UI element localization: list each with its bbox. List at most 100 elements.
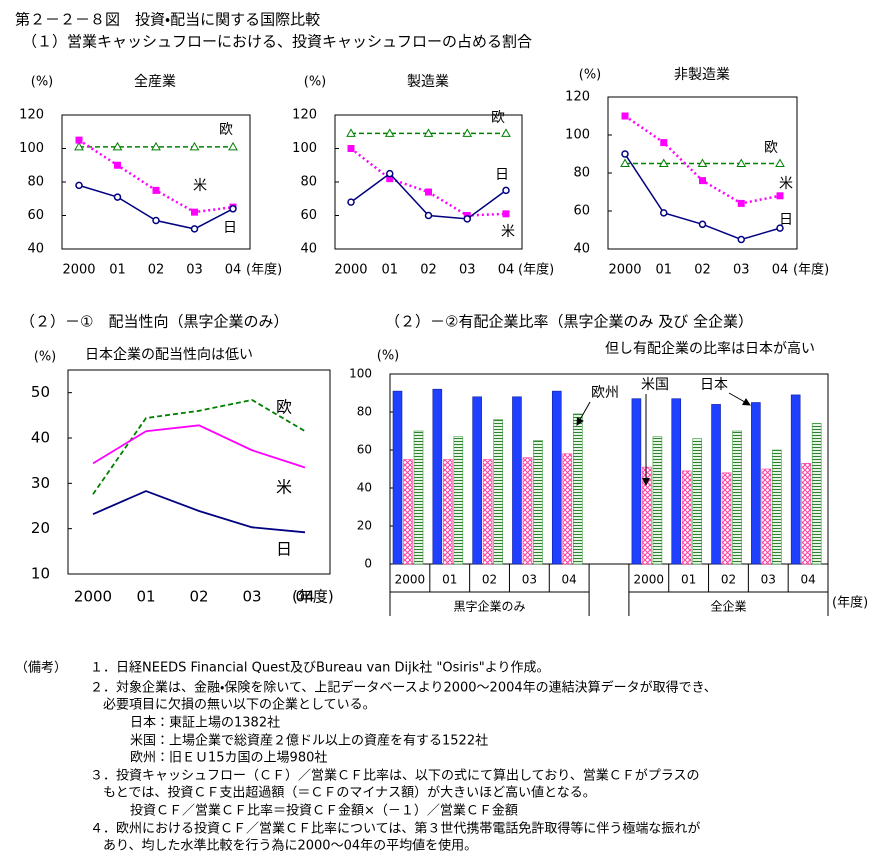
point	[386, 175, 394, 183]
chart-title: 非製造業	[674, 67, 730, 83]
group-label: 全企業	[710, 600, 746, 614]
point	[424, 211, 433, 220]
note-line: 欧州：旧ＥＵ15カ国の上場980社	[130, 751, 327, 766]
figure-title: 第２－２－８図 投資・配当に関する国際比較	[15, 11, 320, 29]
bar	[392, 390, 403, 565]
point	[698, 220, 707, 229]
bar	[413, 430, 424, 565]
point	[776, 224, 784, 232]
bar	[512, 396, 522, 565]
series-label: 日	[223, 220, 237, 236]
y-tick-label: 120	[565, 90, 590, 105]
bar	[692, 438, 703, 565]
note-line: 米国：上場企業で総資産２億ドル以上の資産を有する1522社	[130, 733, 488, 749]
chart-title: （２）－②有配企業比率（黒字企業のみ 及び 全企業）	[385, 313, 753, 331]
bar	[403, 459, 413, 565]
y-axis-label: (%)	[579, 68, 602, 83]
series-line	[78, 139, 234, 214]
chart-subtitle: 日本企業の配当性向は低い	[85, 347, 253, 363]
note-line: 日本：東証上場の1382社	[130, 715, 280, 731]
point	[660, 209, 668, 217]
point	[621, 150, 629, 158]
legend-label: 日本	[700, 377, 728, 393]
bar	[472, 396, 482, 565]
x-tick-label: 02	[189, 588, 208, 606]
point	[75, 136, 83, 144]
y-tick-label: 40	[31, 429, 50, 447]
point	[384, 128, 395, 137]
note-line: 必要項目に欠損の無い以下の企業としている。	[103, 697, 376, 713]
x-tick-label: 04	[225, 263, 242, 278]
bar	[631, 398, 642, 565]
bar	[453, 436, 464, 565]
x-tick-label: 2000	[62, 263, 95, 278]
point	[347, 198, 355, 206]
series-label: 米	[501, 224, 515, 240]
series-label: 米	[193, 178, 207, 194]
y-tick-label: 100	[349, 367, 372, 381]
y-tick-label: 80	[27, 175, 44, 190]
note-line: もとでは、投資ＣＦ支出超過額（＝ＣＦのマイナス額）が大きいほど高い値となる。	[103, 785, 596, 801]
point	[386, 169, 394, 178]
plot-area	[67, 369, 331, 575]
point	[113, 193, 122, 201]
x-axis-label: (年度)	[832, 595, 868, 611]
y-tick-label: 40	[357, 481, 372, 495]
bar	[482, 459, 493, 565]
point	[463, 215, 471, 223]
bar	[493, 419, 503, 565]
x-tick-label: 03	[733, 263, 750, 278]
x-tick-label: 03	[761, 573, 776, 587]
y-tick-label: 40	[573, 242, 590, 257]
y-tick-label: 120	[292, 108, 317, 123]
point	[75, 181, 83, 190]
x-tick-label: 02	[694, 263, 711, 278]
point	[660, 139, 668, 147]
x-axis-label: (年度)	[518, 262, 554, 278]
point	[152, 216, 160, 225]
y-tick-label: 80	[573, 166, 590, 181]
bar	[533, 440, 543, 565]
point	[346, 128, 356, 137]
y-tick-label: 80	[300, 175, 317, 190]
y-tick-label: 60	[27, 208, 44, 223]
x-tick-label: 2000	[634, 573, 665, 587]
y-axis-label: (%)	[377, 349, 400, 364]
note-line: あり、均した水準比較を行う為に2000～04年の平均値を使用。	[103, 838, 477, 854]
bar	[711, 404, 721, 565]
series-label: 日	[779, 212, 793, 228]
series-line	[92, 490, 306, 534]
y-tick-label: 60	[357, 443, 372, 457]
section-title: （１）営業キャッシュフローにおける、投資キャッシュフローの占める割合	[22, 33, 532, 51]
x-tick-label: 01	[655, 263, 672, 278]
point	[228, 141, 238, 151]
y-tick-label: 100	[19, 141, 44, 156]
y-tick-label: 40	[27, 242, 44, 257]
x-tick-label: 01	[442, 573, 457, 587]
y-tick-label: 100	[292, 141, 317, 156]
point	[425, 188, 432, 196]
x-tick-label: 04	[772, 263, 789, 278]
bar	[562, 453, 573, 565]
x-tick-label: 01	[381, 263, 398, 278]
point	[699, 177, 706, 185]
y-tick-label: 30	[31, 474, 50, 492]
series-line	[350, 147, 507, 217]
chart-title: 全産業	[134, 74, 176, 90]
bar	[443, 459, 453, 565]
series-label: 日	[276, 540, 292, 559]
note-line: ４．欧州における投資ＣＦ／営業ＣＦ比率については、第３世代携帯電話免許取得等に伴…	[90, 821, 700, 837]
x-axis-label: (年度)	[793, 262, 829, 278]
point	[347, 145, 355, 152]
note-line: ３．投資キャッシュフロー（ＣＦ）／営業ＣＦ比率は、以下の式にて算出しており、営業…	[90, 768, 699, 784]
x-tick-label: 01	[136, 588, 155, 606]
bar	[732, 430, 742, 565]
legend-label: 米国	[641, 377, 669, 393]
chart-subtitle: 但し有配企業の比率は日本が高い	[605, 340, 815, 357]
y-tick-label: 80	[357, 405, 372, 419]
y-tick-label: 60	[573, 204, 590, 219]
note-line: ２．対象企業は、金融・保険を除いて、上記データベースより2000～2004年の連…	[90, 680, 717, 696]
y-tick-label: 10	[31, 565, 50, 583]
